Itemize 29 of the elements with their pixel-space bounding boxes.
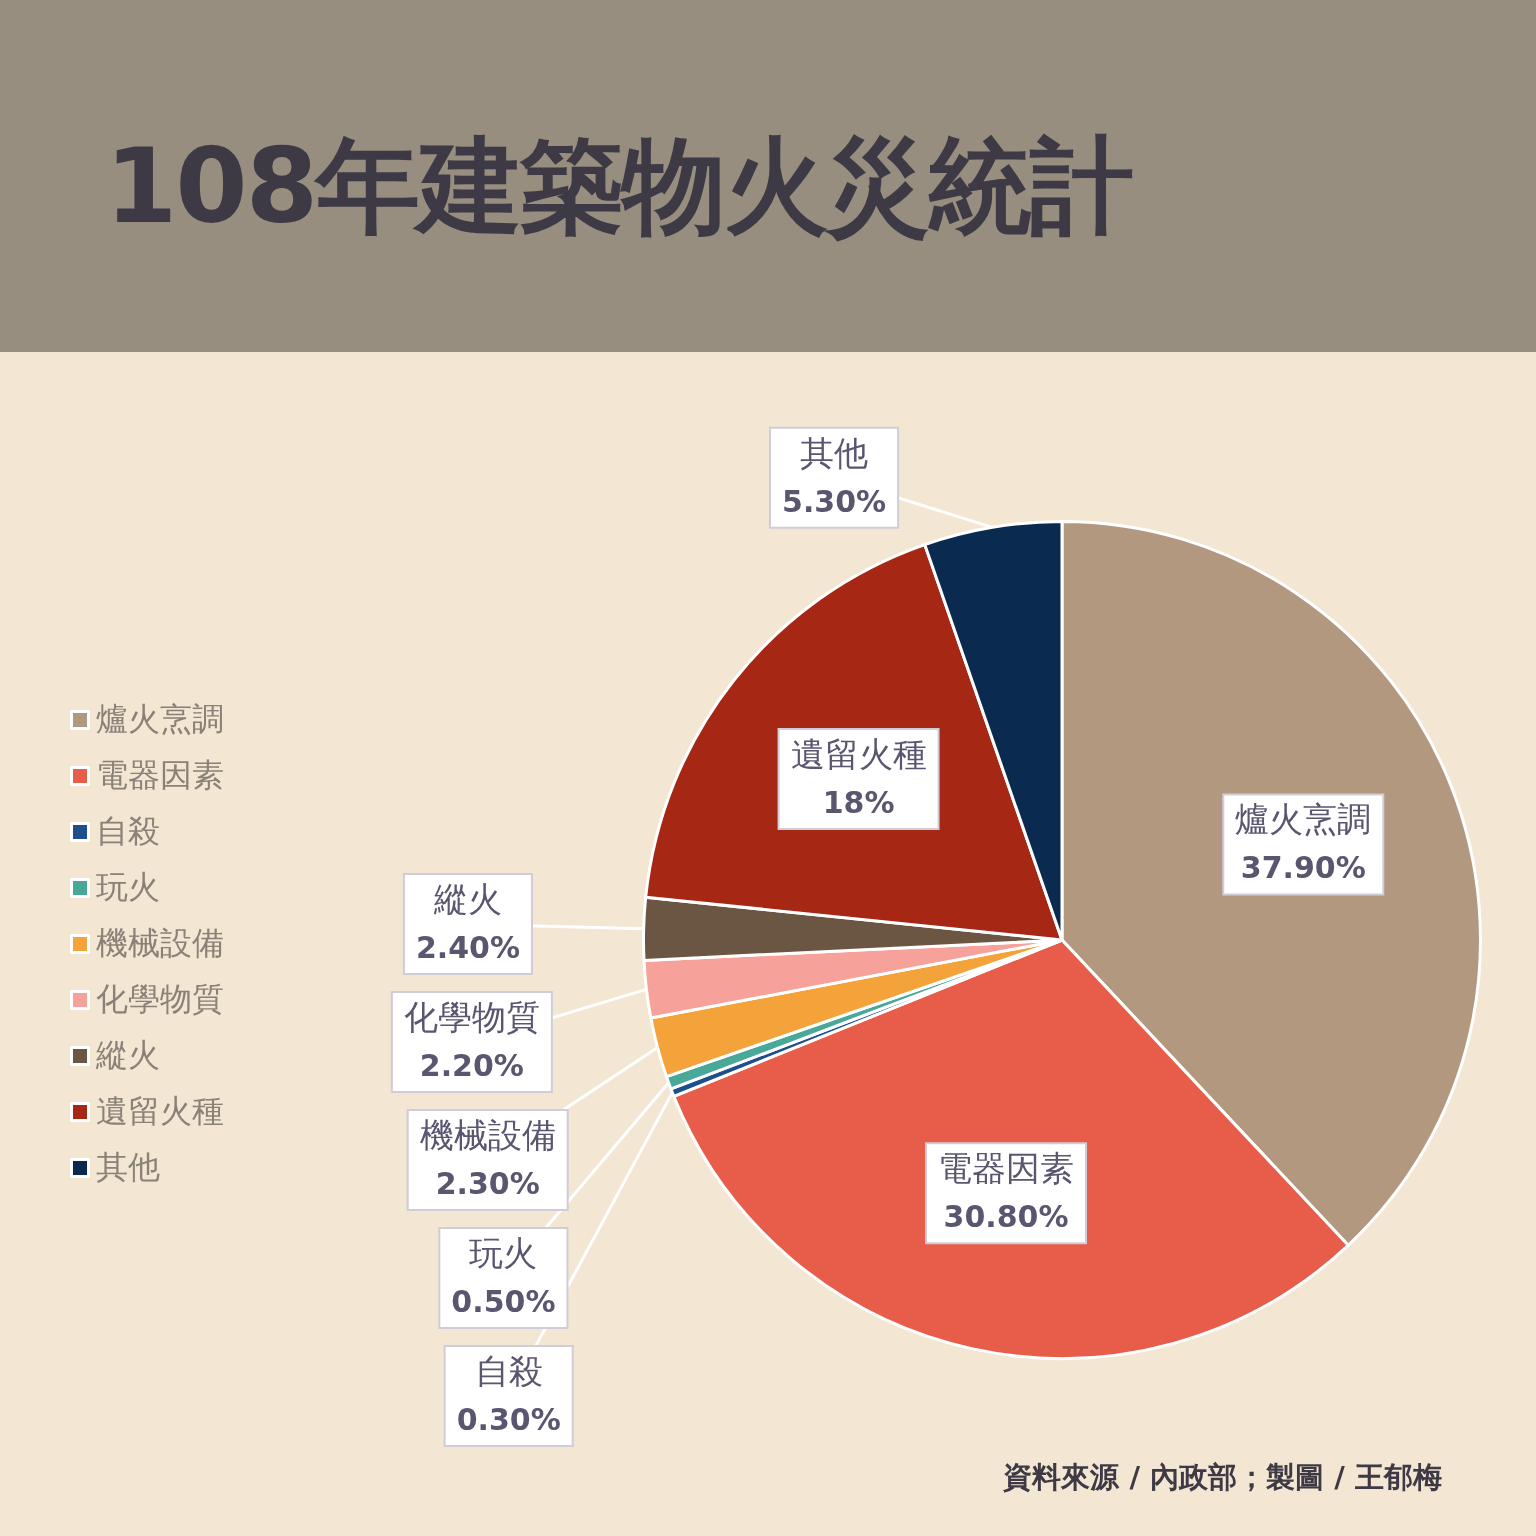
slice-label: 爐火烹調: [1235, 799, 1372, 840]
slice-label: 自殺: [474, 1350, 543, 1391]
slice-label: 玩火: [469, 1232, 538, 1273]
data-label: 2.20%: [419, 1047, 524, 1083]
legend-label: 其他: [96, 1147, 160, 1188]
legend-label: 爐火烹調: [96, 699, 224, 740]
legend-label: 遺留火種: [96, 1091, 224, 1132]
slice-label: 電器因素: [938, 1148, 1075, 1189]
legend-label: 電器因素: [96, 755, 224, 796]
data-label: 30.80%: [943, 1199, 1069, 1235]
data-label: 2.40%: [415, 929, 520, 965]
data-label: 0.30%: [456, 1401, 561, 1437]
legend-label: 玩火: [96, 867, 160, 908]
data-label: 2.30%: [435, 1165, 540, 1201]
slice-label: 遺留火種: [790, 733, 927, 774]
data-label: 5.30%: [782, 483, 887, 519]
legend-label: 化學物質: [96, 979, 224, 1020]
slice-label: 機械設備: [419, 1114, 556, 1155]
data-label: 0.50%: [451, 1283, 556, 1319]
data-label: 18%: [822, 784, 895, 820]
legend-label: 自殺: [96, 811, 160, 852]
chart-title: 108年建築物火災統計: [105, 124, 1133, 249]
slice-label: 縱火: [432, 878, 502, 919]
data-label: 37.90%: [1240, 850, 1366, 886]
legend-label: 機械設備: [96, 923, 224, 964]
slice-label: 化學物質: [403, 996, 540, 1037]
legend-label: 縱火: [96, 1035, 160, 1076]
slice-label: 其他: [800, 432, 869, 473]
source-note: 資料來源 / 內政部；製圖 / 王郁梅: [1003, 1459, 1442, 1496]
